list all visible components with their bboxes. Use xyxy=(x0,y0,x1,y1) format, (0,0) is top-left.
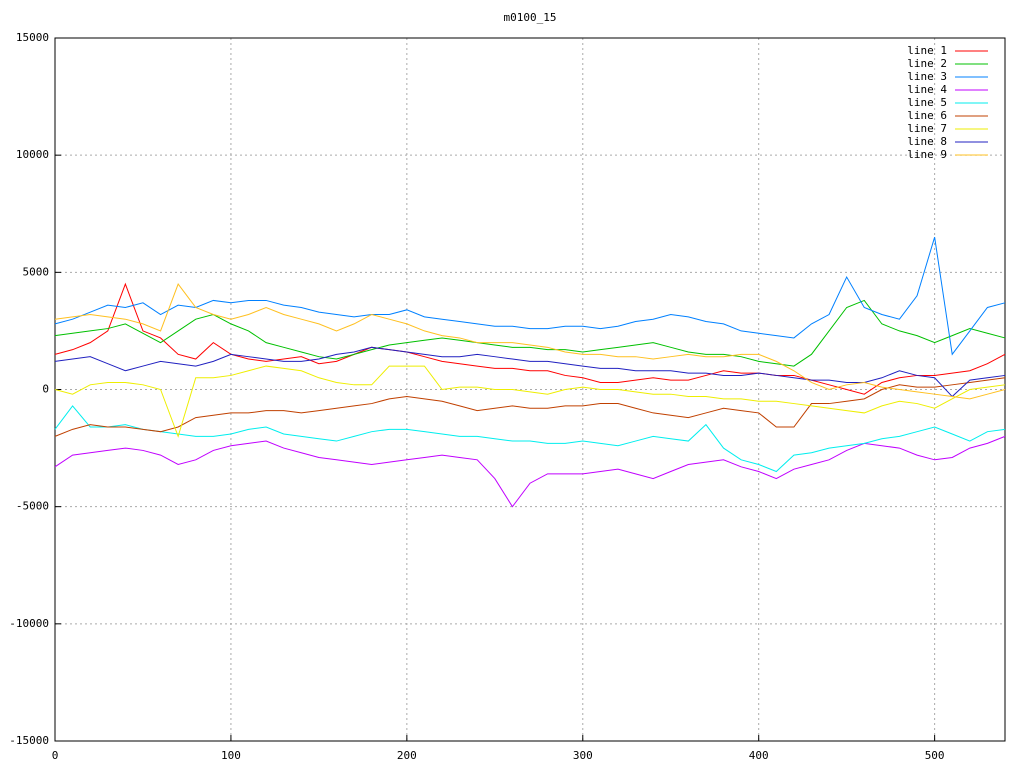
x-tick-label: 400 xyxy=(749,749,769,762)
legend-label: line 1 xyxy=(907,44,947,57)
x-tick-label: 200 xyxy=(397,749,417,762)
legend-label: line 7 xyxy=(907,122,947,135)
data-line xyxy=(54,283,1006,400)
legend-label: line 6 xyxy=(907,109,947,122)
y-tick-label: 0 xyxy=(42,383,49,396)
data-line xyxy=(54,282,1006,395)
data-line xyxy=(54,435,1006,508)
legend-label: line 4 xyxy=(907,83,947,96)
data-line xyxy=(54,405,1006,473)
x-tick-label: 300 xyxy=(573,749,593,762)
legend-label: line 5 xyxy=(907,96,947,109)
y-tick-label: 5000 xyxy=(23,265,50,278)
x-tick-label: 0 xyxy=(52,749,59,762)
chart-title: m0100_15 xyxy=(504,11,557,24)
data-line xyxy=(54,377,1006,437)
x-tick-label: 500 xyxy=(925,749,945,762)
x-tick-label: 100 xyxy=(221,749,241,762)
legend-label: line 8 xyxy=(907,135,947,148)
y-tick-label: -5000 xyxy=(16,500,49,513)
data-line xyxy=(54,299,1006,367)
y-tick-label: 15000 xyxy=(16,31,49,44)
y-tick-label: -10000 xyxy=(9,617,49,630)
y-tick-label: 10000 xyxy=(16,148,49,161)
legend-label: line 9 xyxy=(907,148,947,161)
data-line xyxy=(54,346,1006,398)
data-line xyxy=(54,237,1006,356)
y-tick-label: -15000 xyxy=(9,734,49,747)
legend-label: line 3 xyxy=(907,70,947,83)
data-line xyxy=(54,365,1006,438)
legend-label: line 2 xyxy=(907,57,947,70)
